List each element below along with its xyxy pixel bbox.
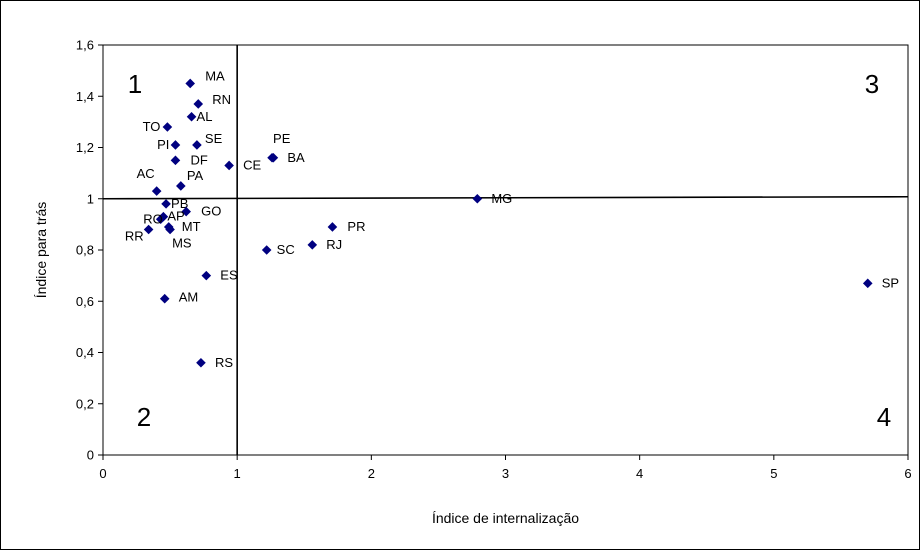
horizontal-reference-line <box>102 195 909 200</box>
point-label-se: SE <box>205 131 223 146</box>
data-point-df <box>170 155 181 166</box>
y-tick-label: 0,2 <box>76 396 94 411</box>
y-tick-label: 1,2 <box>76 140 94 155</box>
y-tick-label: 0,4 <box>76 345 94 360</box>
data-point-ac <box>151 186 162 196</box>
data-point-pa <box>176 181 186 191</box>
point-label-ms: MS <box>172 236 192 251</box>
data-point-ce <box>224 160 234 171</box>
point-label-rn: RN <box>212 92 231 107</box>
x-axis-title: Índice de internalização <box>432 510 579 526</box>
x-tick-label: 2 <box>368 466 375 481</box>
x-tick-label: 5 <box>770 466 777 481</box>
data-points: MA RN AL TO PI SE PE BA DF CE PA AC MG PB GO AP RO PR MT MS… <box>125 68 899 369</box>
data-point-pi <box>170 140 181 150</box>
data-point-rs <box>196 357 206 368</box>
x-tick-label: 3 <box>502 466 509 481</box>
y-tick-label: 0,8 <box>76 243 94 258</box>
point-label-pe: PE <box>273 131 291 146</box>
point-label-ap: AP <box>167 209 184 224</box>
reference-lines <box>102 45 909 455</box>
point-label-rj: RJ <box>326 237 342 252</box>
point-label-rr: RR <box>125 229 144 244</box>
quadrant-label: 3 <box>865 69 879 99</box>
point-label-pi: PI <box>157 137 169 152</box>
quadrant-label: 1 <box>128 69 142 99</box>
data-point-ma <box>185 78 196 89</box>
quadrant-label: 2 <box>137 402 151 432</box>
point-label-ro: RO <box>143 211 163 226</box>
data-point-sc <box>261 245 272 255</box>
data-point-go <box>181 206 191 217</box>
y-tick-label: 1,6 <box>76 38 94 53</box>
point-label-ba: BA <box>287 150 305 165</box>
point-label-to: TO <box>143 119 161 134</box>
data-point-sp <box>862 278 873 289</box>
data-point-mg <box>472 193 483 204</box>
y-tick-label: 0 <box>87 448 94 463</box>
point-label-sc: SC <box>277 242 295 257</box>
x-axis-ticks: 0 1 2 3 4 5 6 <box>99 455 912 481</box>
data-point-ms <box>165 224 175 235</box>
data-point-rj <box>307 240 318 250</box>
point-label-mt: MT <box>182 219 201 234</box>
data-point-to <box>162 122 173 132</box>
point-label-go: GO <box>201 204 221 219</box>
point-label-es: ES <box>220 268 238 283</box>
point-label-pb: PB <box>171 196 188 211</box>
data-point-ro <box>155 214 166 225</box>
x-tick-label: 6 <box>904 466 911 481</box>
y-axis-ticks: 0 0,2 0,4 0,6 0,8 1 1,2 1,4 1,6 <box>76 38 103 463</box>
point-label-ac: AC <box>137 166 155 181</box>
point-label-pa: PA <box>187 168 204 183</box>
x-tick-label: 4 <box>636 466 643 481</box>
y-tick-label: 0,6 <box>76 294 94 309</box>
point-label-am: AM <box>179 290 199 305</box>
data-point-pb <box>161 199 171 209</box>
quadrant-label: 4 <box>877 402 891 432</box>
quadrant-labels: 1 2 3 4 <box>128 69 891 432</box>
data-point-rr <box>143 224 154 235</box>
y-axis-title: Índice para trás <box>33 202 49 299</box>
point-label-mg: MG <box>491 191 512 206</box>
point-label-rs: RS <box>215 355 233 370</box>
point-label-ma: MA <box>205 68 225 83</box>
data-point-al <box>186 111 197 122</box>
point-label-df: DF <box>190 152 207 167</box>
data-point-am <box>159 293 170 304</box>
point-label-al: AL <box>197 109 213 124</box>
y-tick-label: 1,4 <box>76 89 94 104</box>
data-point-se <box>192 140 202 150</box>
data-point-rn <box>193 99 204 109</box>
y-tick-label: 1 <box>87 191 94 206</box>
point-label-ce: CE <box>243 157 261 172</box>
point-label-pr: PR <box>347 219 365 234</box>
x-tick-label: 0 <box>99 466 106 481</box>
x-tick-label: 1 <box>234 466 241 481</box>
data-point-es <box>201 270 212 281</box>
data-point-pr <box>327 222 338 232</box>
data-point-ba <box>268 152 279 163</box>
point-label-sp: SP <box>882 275 899 290</box>
